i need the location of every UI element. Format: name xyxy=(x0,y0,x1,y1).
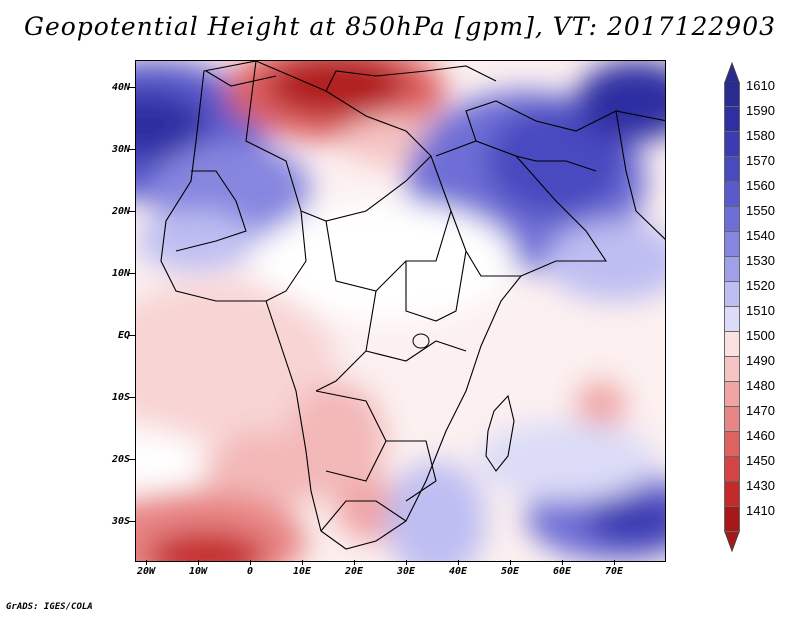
lon-tick xyxy=(250,560,251,565)
colorbar-swatch xyxy=(724,182,740,207)
lat-label-30s: 30S xyxy=(111,516,130,527)
lon-tick xyxy=(198,560,199,565)
colorbar-label: 1450 xyxy=(746,453,775,468)
colorbar-label: 1490 xyxy=(746,353,775,368)
colorbar-label: 1470 xyxy=(746,403,775,418)
lon-label-10e: 10E xyxy=(292,566,312,577)
colorbar-bottom-arrow xyxy=(724,532,740,553)
colorbar-swatch xyxy=(724,257,740,282)
lon-label-20e: 20E xyxy=(344,566,364,577)
lat-label-30n: 30N xyxy=(111,144,130,155)
geopotential-map xyxy=(136,61,665,561)
colorbar-swatch xyxy=(724,232,740,257)
lat-tick xyxy=(129,397,135,398)
colorbar-swatch xyxy=(724,82,740,107)
colorbar-swatch xyxy=(724,482,740,507)
colorbar-label: 1560 xyxy=(746,178,775,193)
lon-label-60e: 60E xyxy=(552,566,572,577)
lat-tick xyxy=(129,459,135,460)
madagascar-coastline xyxy=(485,394,515,472)
lat-tick xyxy=(129,149,135,150)
colorbar-label: 1540 xyxy=(746,228,775,243)
lat-label-eq: EQ xyxy=(117,330,130,341)
country-borders xyxy=(160,61,665,550)
lon-label-30e: 30E xyxy=(396,566,416,577)
colorbar-swatch xyxy=(724,457,740,482)
colorbar-swatch xyxy=(724,307,740,332)
colorbar-label: 1510 xyxy=(746,303,775,318)
map-title: Geopotential Height at 850hPa [gpm], VT:… xyxy=(23,12,777,41)
lat-label-20s: 20S xyxy=(111,454,130,465)
colorbar-label: 1430 xyxy=(746,478,775,493)
colorbar-label: 1590 xyxy=(746,103,775,118)
lat-tick xyxy=(129,273,135,274)
colorbar-label: 1610 xyxy=(746,78,775,93)
lon-tick xyxy=(354,560,355,565)
colorbar-swatch xyxy=(724,507,740,532)
lat-label-10s: 10S xyxy=(111,392,130,403)
lon-label-0: 0 xyxy=(246,566,254,577)
lat-tick xyxy=(129,87,135,88)
lon-label-10w: 10W xyxy=(188,566,208,577)
lon-tick xyxy=(510,560,511,565)
colorbar-label: 1410 xyxy=(746,503,775,518)
colorbar-label: 1530 xyxy=(746,253,775,268)
colorbar-label: 1480 xyxy=(746,378,775,393)
lon-tick xyxy=(146,560,147,565)
colorbar-label: 1580 xyxy=(746,128,775,143)
lat-tick xyxy=(129,335,135,336)
height-field xyxy=(136,61,665,561)
lat-label-40n: 40N xyxy=(111,82,130,93)
colorbar-swatch xyxy=(724,132,740,157)
colorbar-label: 1570 xyxy=(746,153,775,168)
colorbar-label: 1500 xyxy=(746,328,775,343)
lon-label-40e: 40E xyxy=(448,566,468,577)
lon-tick xyxy=(406,560,407,565)
colorbar xyxy=(724,82,740,532)
lat-label-10n: 10N xyxy=(111,268,130,279)
lon-tick xyxy=(562,560,563,565)
colorbar-swatch xyxy=(724,207,740,232)
map-panel xyxy=(135,60,666,562)
lon-tick xyxy=(302,560,303,565)
grads-credit: GrADS: IGES/COLA xyxy=(6,602,93,612)
colorbar-swatch xyxy=(724,282,740,307)
lat-tick xyxy=(129,211,135,212)
lon-tick xyxy=(614,560,615,565)
colorbar-swatch xyxy=(724,382,740,407)
colorbar-swatch xyxy=(724,357,740,382)
lon-label-20w: 20W xyxy=(136,566,156,577)
lat-label-20n: 20N xyxy=(111,206,130,217)
colorbar-label: 1460 xyxy=(746,428,775,443)
colorbar-label: 1550 xyxy=(746,203,775,218)
colorbar-swatch xyxy=(724,332,740,357)
lon-label-70e: 70E xyxy=(604,566,624,577)
lat-tick xyxy=(129,521,135,522)
lon-tick xyxy=(458,560,459,565)
lake-victoria xyxy=(412,333,430,349)
colorbar-label: 1520 xyxy=(746,278,775,293)
colorbar-swatch xyxy=(724,107,740,132)
lon-label-50e: 50E xyxy=(500,566,520,577)
colorbar-swatch xyxy=(724,157,740,182)
colorbar-top-arrow xyxy=(724,62,740,83)
colorbar-swatch xyxy=(724,432,740,457)
colorbar-swatch xyxy=(724,407,740,432)
